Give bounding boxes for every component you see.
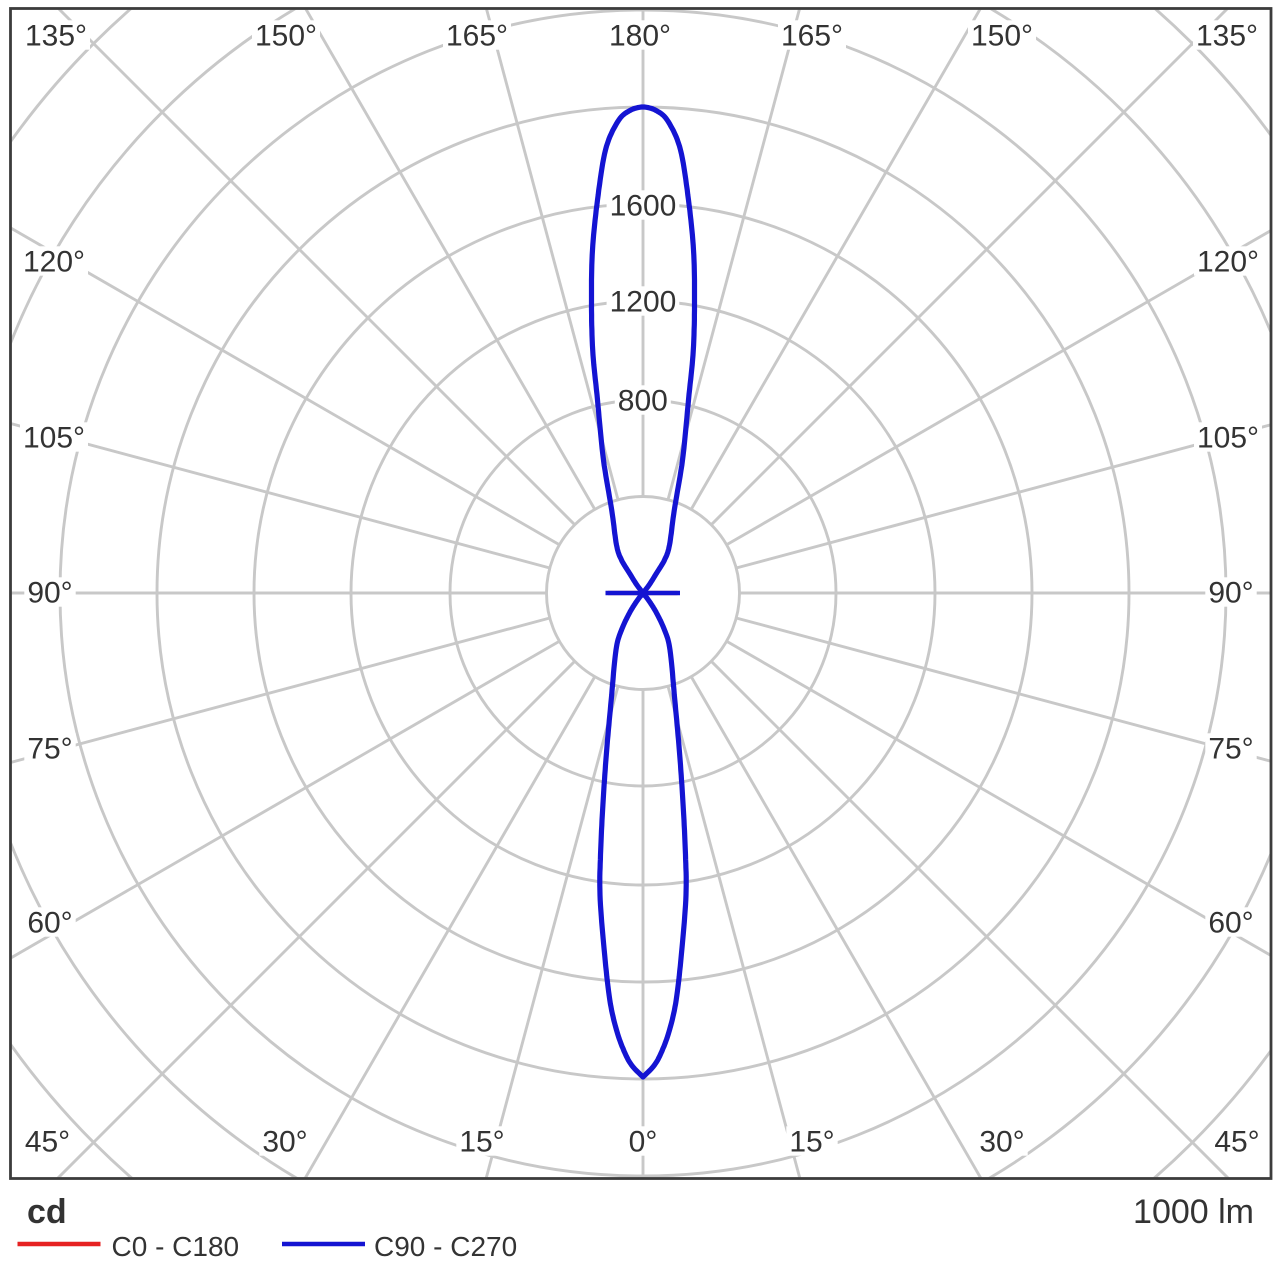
svg-text:90°: 90° (27, 577, 72, 610)
svg-text:60°: 60° (1208, 907, 1253, 940)
svg-text:180°: 180° (609, 20, 671, 53)
svg-text:15°: 15° (459, 1126, 504, 1159)
svg-text:90°: 90° (1208, 577, 1253, 610)
svg-text:150°: 150° (255, 20, 317, 53)
svg-text:120°: 120° (23, 246, 85, 279)
svg-text:120°: 120° (1197, 246, 1259, 279)
svg-text:15°: 15° (789, 1126, 834, 1159)
svg-text:C90 - C270: C90 - C270 (374, 1231, 517, 1262)
svg-text:165°: 165° (781, 20, 843, 53)
svg-text:135°: 135° (25, 20, 87, 53)
svg-text:cd: cd (27, 1193, 67, 1231)
svg-text:C0 - C180: C0 - C180 (112, 1231, 240, 1262)
svg-text:105°: 105° (1197, 422, 1259, 455)
svg-text:105°: 105° (23, 422, 85, 455)
svg-text:75°: 75° (1208, 733, 1253, 766)
svg-text:30°: 30° (979, 1126, 1024, 1159)
svg-text:75°: 75° (27, 733, 72, 766)
svg-text:1000 lm: 1000 lm (1133, 1193, 1254, 1231)
svg-text:0°: 0° (629, 1126, 658, 1159)
svg-text:800: 800 (618, 385, 668, 418)
svg-text:45°: 45° (25, 1126, 70, 1159)
svg-text:165°: 165° (446, 20, 508, 53)
svg-text:60°: 60° (27, 907, 72, 940)
svg-text:1600: 1600 (610, 190, 677, 223)
svg-text:135°: 135° (1196, 20, 1258, 53)
svg-text:1200: 1200 (610, 286, 677, 319)
svg-text:150°: 150° (971, 20, 1033, 53)
svg-text:30°: 30° (262, 1126, 307, 1159)
svg-text:45°: 45° (1214, 1126, 1259, 1159)
